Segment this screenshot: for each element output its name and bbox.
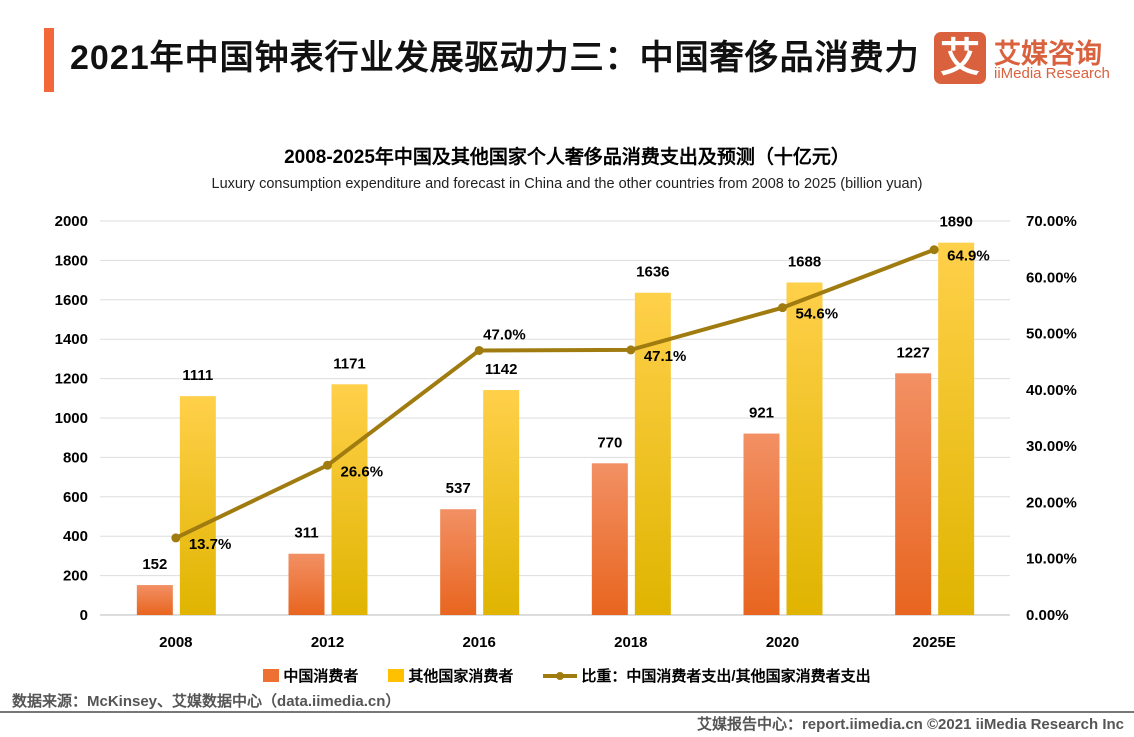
y2-tick-label: 0.00% [1026, 607, 1069, 624]
y2-tick-label: 50.00% [1026, 326, 1077, 343]
bar-other [786, 282, 823, 615]
ratio-label: 13.7% [189, 536, 232, 553]
y2-tick-label: 60.00% [1026, 269, 1077, 286]
ratio-line [174, 247, 935, 540]
y-tick-label: 1200 [55, 371, 88, 388]
bar-value-label: 1636 [636, 264, 669, 281]
y-tick-label: 600 [63, 489, 88, 506]
bar-value-label: 921 [749, 405, 774, 422]
y-tick-label: 1400 [55, 331, 88, 348]
ratio-point [626, 345, 636, 355]
logo-en: iiMedia Research [994, 65, 1110, 82]
bar-china [591, 463, 628, 615]
ratio-point [778, 303, 787, 313]
ratio-label: 54.6% [796, 306, 839, 323]
y2-tick-label: 10.00% [1026, 551, 1077, 568]
ratio-point [474, 345, 484, 355]
ratio-label: 26.6% [341, 463, 384, 480]
logo-cn: 艾媒咨询 [994, 39, 1102, 69]
x-tick-label: 2016 [462, 634, 495, 651]
legend-label: 比重：中国消费者支出/其他国家消费者支出 [581, 668, 871, 685]
bar-value-label: 152 [142, 556, 167, 573]
ratio-point [929, 245, 939, 255]
y2-tick-label: 40.00% [1026, 382, 1077, 399]
title-accent-bar [44, 28, 54, 92]
bar-value-label: 537 [446, 480, 471, 497]
legend-line-icon [543, 672, 578, 680]
y-tick-label: 0 [80, 607, 88, 624]
chart-subtitle: Luxury consumption expenditure and forec… [211, 176, 923, 192]
bar-value-label: 770 [597, 434, 622, 451]
data-source: 数据来源：McKinsey、艾媒数据中心（data.iimedia.cn） [12, 693, 401, 710]
legend-label: 中国消费者 [283, 668, 359, 685]
bar-value-label: 1142 [485, 361, 518, 378]
bar-other [179, 396, 216, 615]
ratio-point [171, 533, 181, 543]
ratio-label: 47.1% [644, 348, 687, 365]
x-tick-label: 2018 [614, 634, 647, 651]
bar-china [895, 373, 932, 615]
y2-tick-label: 20.00% [1026, 494, 1077, 511]
bar-other [938, 242, 975, 616]
y-tick-label: 1600 [55, 292, 88, 309]
bar-china [743, 433, 780, 615]
bar-china [136, 585, 173, 615]
bar-value-label: 1227 [896, 344, 929, 361]
legend-ratio: 比重：中国消费者支出/其他国家消费者支出 [543, 665, 871, 686]
bar-other [483, 390, 520, 615]
chart-title: 2008-2025年中国及其他国家个人奢侈品消费支出及预测（十亿元） [284, 147, 850, 168]
footer-divider [0, 711, 1134, 713]
bar-china [440, 509, 477, 615]
bar-value-label: 1688 [788, 253, 821, 270]
bar-china [288, 553, 325, 615]
bar-value-label: 311 [294, 525, 318, 542]
y-tick-label: 200 [63, 568, 88, 585]
y2-tick-label: 70.00% [1026, 213, 1077, 230]
footer-credit[interactable]: 艾媒报告中心：report.iimedia.cn ©2021 iiMedia R… [696, 716, 1124, 733]
y-tick-label: 400 [63, 528, 88, 545]
y2-tick-label: 30.00% [1026, 438, 1077, 455]
y-tick-label: 1800 [55, 252, 88, 269]
x-tick-label: 2008 [159, 634, 192, 651]
x-tick-label: 2012 [311, 634, 344, 651]
x-tick-label: 2025E [912, 634, 955, 651]
legend-label: 其他国家消费者 [408, 668, 514, 685]
y-tick-label: 2000 [55, 213, 88, 230]
bar-other [331, 384, 368, 615]
legend-swatch-china [263, 669, 280, 682]
legend: 中国消费者 其他国家消费者 比重：中国消费者支出/其他国家消费者支出 [0, 665, 1134, 686]
y-tick-label: 800 [63, 449, 88, 466]
bar-value-label: 1890 [939, 214, 972, 231]
bar-value-label: 1111 [182, 367, 213, 384]
legend-china: 中国消费者 [263, 665, 358, 686]
x-tick-label: 2020 [766, 634, 799, 651]
ratio-label: 64.9% [947, 248, 990, 265]
ratio-point [323, 460, 332, 470]
logo-mark-icon: 艾 [934, 32, 986, 84]
legend-swatch-other [388, 669, 405, 682]
ratio-label: 47.0% [483, 326, 526, 343]
page-title: 2021年中国钟表行业发展驱动力三：中国奢侈品消费力 [70, 39, 920, 77]
legend-other: 其他国家消费者 [388, 665, 513, 686]
logo: 艾 艾媒咨询 iiMedia Research [934, 32, 1114, 88]
bar-value-label: 1171 [333, 355, 366, 372]
y-tick-label: 1000 [55, 410, 88, 427]
